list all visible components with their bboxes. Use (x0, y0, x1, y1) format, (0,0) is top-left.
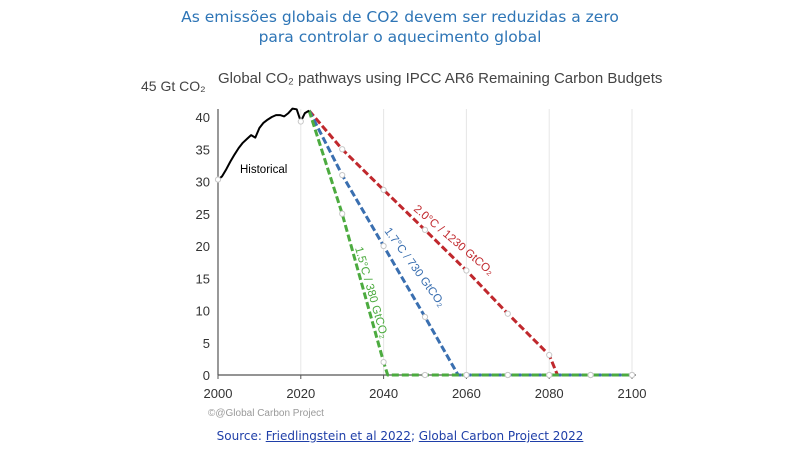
y-tick-label: 15 (196, 271, 210, 286)
x-tick-label: 2020 (286, 386, 315, 401)
data-point (547, 372, 552, 377)
chart-title: Global CO₂ pathways using IPCC AR6 Remai… (218, 70, 662, 87)
y-tick-label: 40 (196, 110, 210, 125)
x-tick-label: 2100 (618, 386, 647, 401)
series-line (309, 111, 632, 375)
data-point (464, 372, 469, 377)
source-link-friedlingstein[interactable]: Friedlingstein et al 2022 (266, 429, 411, 443)
x-tick-label: 2040 (369, 386, 398, 401)
data-point (422, 314, 427, 319)
source-separator: ; (411, 429, 419, 443)
x-tick-label: 2000 (204, 386, 233, 401)
co2-pathways-chart: Global CO₂ pathways using IPCC AR6 Remai… (0, 0, 800, 450)
series-line (309, 111, 632, 375)
grid-lines (301, 109, 632, 375)
data-point (505, 311, 510, 316)
credit-label: ©@Global Carbon Project (208, 408, 324, 419)
y-tick-label: 10 (196, 304, 210, 319)
annotation-1-5c: 1.5°C / 380 GtCO₂ (352, 246, 390, 340)
data-point (422, 227, 427, 232)
series-markers (215, 119, 634, 378)
series-lines (218, 109, 632, 375)
y-tick-label: 5 (203, 336, 210, 351)
source-link-gcp[interactable]: Global Carbon Project 2022 (419, 429, 584, 443)
x-tick-labels: 2000 2020 2040 2060 2080 2100 (204, 386, 647, 401)
y-tick-label: 25 (196, 207, 210, 222)
annotation-2-0c: 2.0°C / 1230 GtCO₂ (411, 203, 496, 278)
data-point (340, 172, 345, 177)
y-unit-label: 45 Gt CO₂ (141, 78, 206, 94)
y-tick-label: 30 (196, 175, 210, 190)
y-tick-labels: 0 5 10 15 20 25 30 35 40 (196, 110, 210, 383)
data-point (505, 372, 510, 377)
series-line (309, 111, 632, 375)
data-point (422, 372, 427, 377)
data-point (547, 352, 552, 357)
data-point (215, 177, 220, 182)
source-line: Source: Friedlingstein et al 2022; Globa… (0, 429, 800, 443)
x-tick-label: 2060 (452, 386, 481, 401)
data-point (381, 360, 386, 365)
data-point (340, 147, 345, 152)
y-tick-label: 35 (196, 142, 210, 157)
data-point (381, 243, 386, 248)
y-tick-label: 0 (203, 368, 210, 383)
y-tick-label: 20 (196, 239, 210, 254)
annotation-historical: Historical (240, 164, 287, 176)
source-prefix: Source: (217, 429, 266, 443)
data-point (588, 372, 593, 377)
axes (218, 109, 636, 379)
x-tick-label: 2080 (535, 386, 564, 401)
data-point (381, 187, 386, 192)
data-point (298, 119, 303, 124)
data-point (464, 268, 469, 273)
data-point (340, 211, 345, 216)
data-point (629, 372, 634, 377)
